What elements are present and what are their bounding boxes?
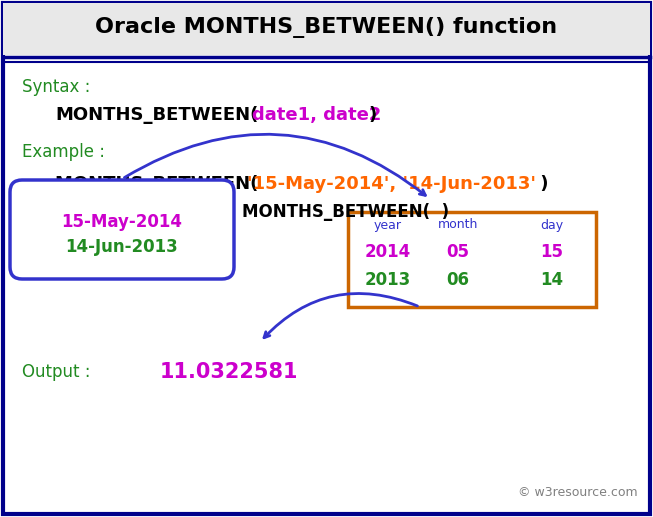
Text: ): ) <box>368 106 376 124</box>
Text: 14: 14 <box>541 271 564 289</box>
Bar <box>3 3 650 55</box>
FancyBboxPatch shape <box>3 3 650 514</box>
Text: year: year <box>374 219 402 232</box>
Text: Syntax :: Syntax : <box>22 78 90 96</box>
Text: 06: 06 <box>447 271 470 289</box>
Text: month: month <box>438 219 478 232</box>
Text: '15-May-2014', '14-Jun-2013': '15-May-2014', '14-Jun-2013' <box>247 175 536 193</box>
Text: MONTHS_BETWEEN(: MONTHS_BETWEEN( <box>55 175 264 193</box>
Text: 05: 05 <box>447 243 470 261</box>
Text: date1, date2: date1, date2 <box>252 106 381 124</box>
Text: 15: 15 <box>541 243 564 261</box>
Text: MONTHS_BETWEEN(: MONTHS_BETWEEN( <box>55 106 259 124</box>
Text: 11.0322581: 11.0322581 <box>160 362 298 382</box>
Bar <box>348 212 596 307</box>
Text: MONTHS_BETWEEN(  ): MONTHS_BETWEEN( ) <box>242 203 449 221</box>
Text: 14-Jun-2013: 14-Jun-2013 <box>65 238 178 256</box>
Text: day: day <box>541 219 564 232</box>
Text: 2014: 2014 <box>365 243 411 261</box>
Text: 2013: 2013 <box>365 271 411 289</box>
Text: © w3resource.com: © w3resource.com <box>518 485 638 498</box>
FancyBboxPatch shape <box>10 180 234 279</box>
Text: Oracle MONTHS_BETWEEN() function: Oracle MONTHS_BETWEEN() function <box>95 18 557 38</box>
Text: Output :: Output : <box>22 363 91 381</box>
Text: 15-May-2014: 15-May-2014 <box>61 213 182 231</box>
Text: ): ) <box>534 175 549 193</box>
Text: Example :: Example : <box>22 143 105 161</box>
